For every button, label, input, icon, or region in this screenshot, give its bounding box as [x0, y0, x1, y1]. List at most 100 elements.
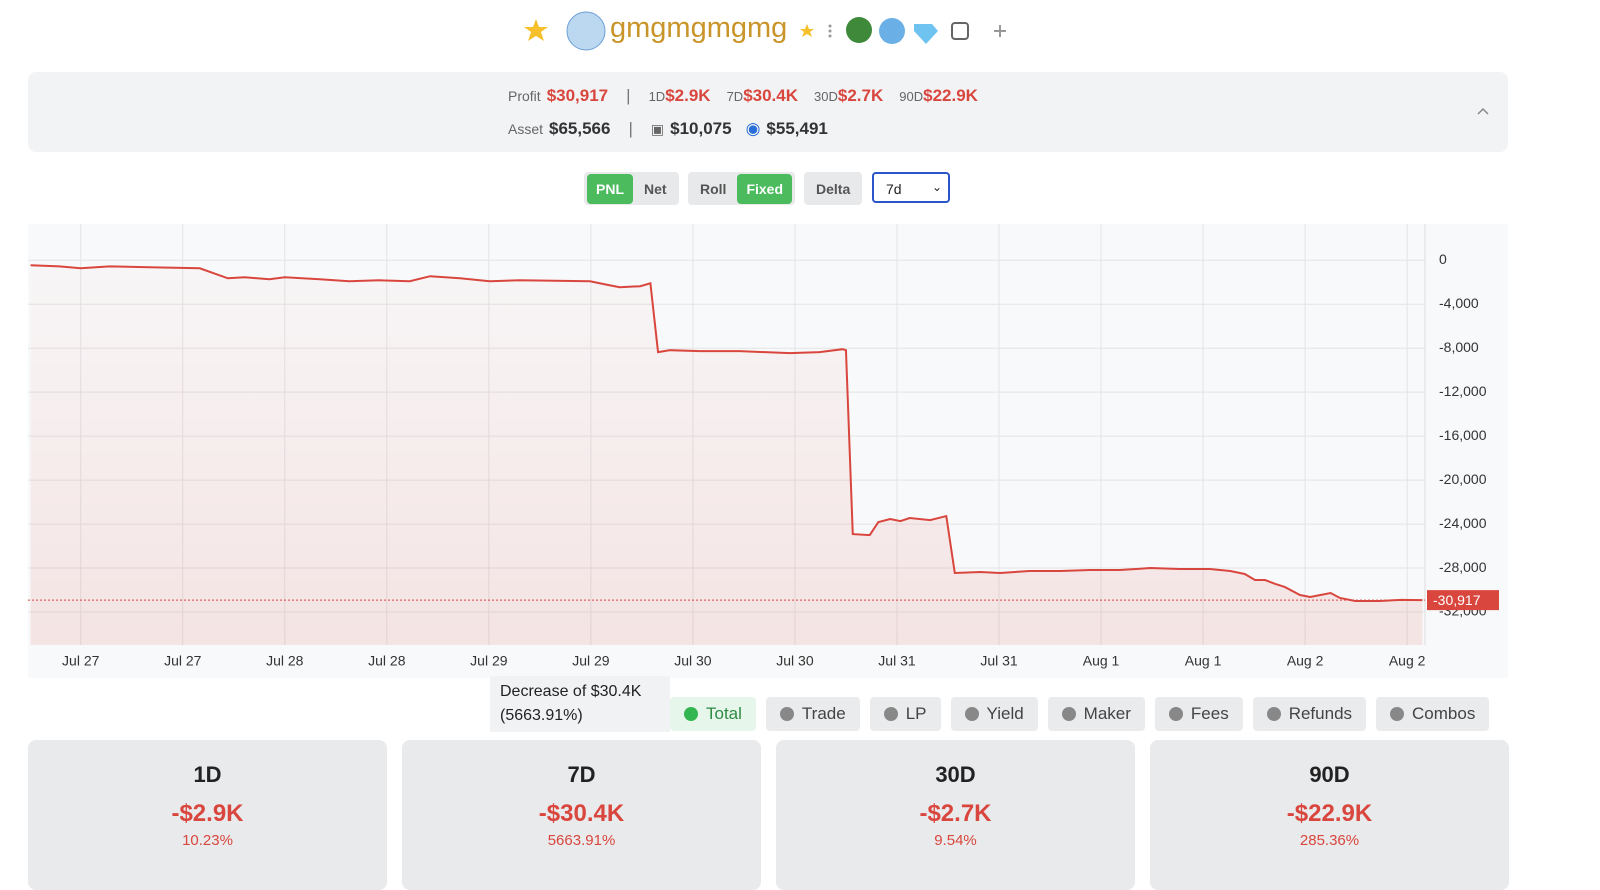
legend: Total Trade LP Yield Maker Fees Refunds Combos: [670, 697, 1490, 731]
roll-button[interactable]: Roll: [700, 180, 727, 197]
x-tick-label: Jul 29: [572, 653, 610, 669]
fixed-button[interactable]: Fixed: [737, 173, 793, 204]
x-tick-label: Jul 30: [674, 653, 712, 669]
period-value: $30.4K: [743, 86, 799, 105]
legend-label: LP: [905, 704, 927, 723]
x-tick-label: Aug 2: [1389, 653, 1426, 669]
card-percent: 9.54%: [934, 832, 977, 849]
separator: |: [626, 86, 631, 105]
y-tick-label: -28,000: [1439, 559, 1487, 575]
pnl-button[interactable]: PNL: [587, 173, 633, 204]
x-tick-label: Jul 27: [62, 653, 100, 669]
avatar: [566, 11, 606, 51]
legend-dot: [883, 707, 898, 721]
card-percent: 10.23%: [182, 832, 233, 849]
delta-button[interactable]: Delta: [816, 180, 851, 197]
period-card: 1D -$2.9K 10.23%: [28, 740, 387, 890]
card-percent: 285.36%: [1299, 832, 1360, 849]
legend-toggle[interactable]: LP: [869, 697, 941, 731]
legend-label: Combos: [1412, 704, 1476, 723]
x-tick-label: Jul 29: [470, 653, 508, 669]
username: gmgmgmgmg: [610, 12, 788, 44]
x-tick-label: Jul 30: [776, 653, 814, 669]
external-link[interactable]: [951, 22, 969, 40]
card-percent: 5663.91%: [547, 832, 616, 849]
card-period: 30D: [935, 762, 976, 787]
card-value: -$2.7K: [919, 800, 992, 827]
y-tick-label: -4,000: [1439, 295, 1479, 311]
y-tick-label: -24,000: [1439, 515, 1487, 531]
card-period: 90D: [1309, 762, 1350, 787]
legend-toggle[interactable]: Trade: [765, 697, 860, 731]
asset-label: Asset: [508, 121, 544, 137]
period: 1D$2.9K: [649, 86, 711, 106]
range-select[interactable]: 7d ⌄: [872, 172, 950, 203]
legend-dot: [1061, 707, 1076, 721]
badge-cold: [879, 18, 905, 44]
period: 90D$22.9K: [899, 86, 978, 106]
y-tick-label: 0: [1439, 251, 1447, 267]
card-value: -$2.9K: [171, 800, 244, 827]
period-card: 30D -$2.7K 9.54%: [776, 740, 1135, 890]
select-arrow: ⌄: [931, 180, 942, 194]
profit-label: Profit: [508, 88, 541, 104]
legend-toggle[interactable]: Yield: [950, 697, 1038, 731]
period-label: 90D: [899, 89, 924, 104]
x-tick-label: Jul 31: [878, 653, 916, 669]
period-label: 30D: [814, 89, 838, 104]
card-value: -$22.9K: [1286, 800, 1373, 827]
legend-toggle[interactable]: Combos: [1376, 697, 1490, 731]
area: [30, 265, 1423, 645]
current-label: -30,917: [1433, 592, 1481, 608]
legend-label: Yield: [986, 704, 1024, 723]
range-value: 7d: [886, 181, 902, 197]
card-period: 1D: [193, 762, 222, 787]
staked-icon: ◉: [745, 119, 761, 138]
period: 7D$30.4K: [727, 86, 798, 106]
card-value: -$30.4K: [538, 800, 625, 827]
period-value: $2.9K: [665, 86, 711, 105]
add-button[interactable]: [994, 25, 1006, 37]
wallet-value: $10,075: [670, 119, 732, 138]
legend-dot: [1266, 707, 1281, 721]
legend-toggle[interactable]: Maker: [1047, 697, 1145, 731]
header-icons: [524, 11, 1006, 51]
y-tick-label: -12,000: [1439, 383, 1487, 399]
legend-toggle[interactable]: Refunds: [1252, 697, 1367, 731]
legend-label: Maker: [1083, 704, 1131, 723]
period-value: $22.9K: [923, 86, 978, 105]
net-button[interactable]: Net: [644, 180, 667, 197]
period-value: $2.7K: [837, 86, 884, 105]
asset-value: $65,566: [549, 119, 611, 138]
badge-diamond: [914, 24, 938, 44]
period-card: 7D -$30.4K 5663.91%: [402, 740, 761, 890]
x-tick-label: Aug 1: [1185, 653, 1222, 669]
profile-header: gmgmgmgmg: [520, 8, 1020, 54]
small-star: [800, 24, 814, 37]
tooltip: Decrease of $30.4K (5663.91%): [490, 676, 670, 732]
asset-row: Asset $65,566 | ▣ $10,075 ◉ $55,491: [508, 119, 828, 139]
profit-row: Profit $30,917 | 1D$2.9K 7D$30.4K 30D$2.7K…: [508, 86, 988, 106]
x-tick-label: Jul 28: [368, 653, 406, 669]
badge-tree: [846, 17, 872, 43]
legend-toggle[interactable]: Fees: [1154, 697, 1243, 731]
legend-label: Refunds: [1288, 704, 1353, 723]
x-tick-label: Aug 2: [1287, 653, 1324, 669]
line: [30, 264, 1423, 603]
legend-dot: [684, 707, 698, 721]
summary-panel: Profit $30,917 | 1D$2.9K 7D$30.4K 30D$2.7K…: [28, 72, 1508, 152]
wallet-icon: ▣: [650, 121, 665, 137]
x-tick-label: Jul 27: [164, 653, 202, 669]
period: 30D$2.7K: [814, 86, 883, 106]
card-period: 7D: [567, 762, 596, 787]
legend-dot: [779, 707, 794, 721]
legend-toggle[interactable]: Total: [670, 697, 756, 731]
legend-dot: [1168, 707, 1183, 721]
collapse-toggle[interactable]: [1476, 106, 1490, 116]
delta-group: Delta: [804, 172, 863, 205]
mode-toggle: PNL Net: [584, 172, 679, 205]
staked-value: $55,491: [766, 119, 828, 138]
separator: |: [628, 119, 633, 138]
favorite-star[interactable]: [524, 19, 548, 41]
